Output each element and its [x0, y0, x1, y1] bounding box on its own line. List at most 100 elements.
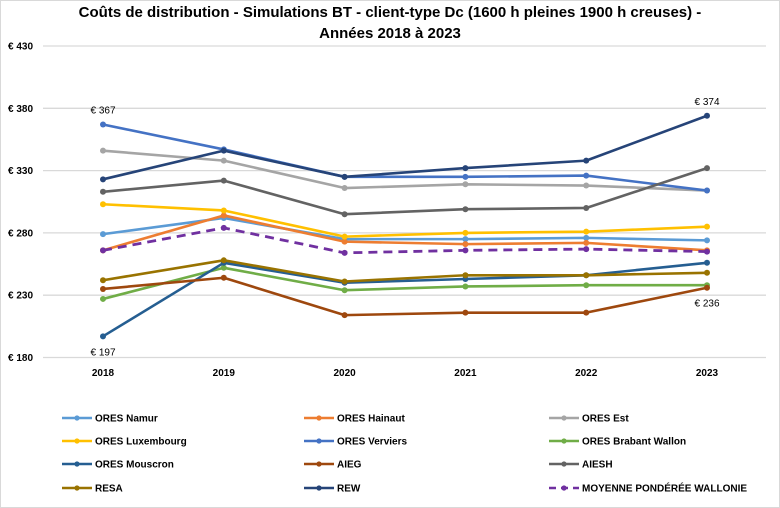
data-point [583, 309, 590, 316]
legend-label: ORES Brabant Wallon [582, 437, 686, 448]
series-line [102, 149, 708, 192]
legend-label: ORES Mouscron [95, 460, 174, 471]
data-point [704, 248, 710, 255]
data-point [704, 165, 710, 172]
data-point [220, 274, 227, 281]
legend-marker [74, 438, 80, 444]
x-tick-label: 2019 [213, 368, 236, 379]
data-point [583, 172, 590, 179]
legend-item: ORES Mouscron [62, 460, 174, 471]
series-ores-mouscron [100, 259, 710, 340]
legend-label: RESA [95, 484, 123, 495]
data-point [462, 236, 469, 243]
data-point [583, 246, 590, 253]
legend-label: ORES Hainaut [337, 414, 405, 425]
series-moyenne-pond-r-e-wallonie [100, 224, 710, 256]
data-label: € 367 [90, 105, 115, 116]
legend-label: AIEG [337, 460, 362, 471]
legend-item: ORES Verviers [304, 437, 407, 448]
data-point [100, 147, 106, 154]
data-point [583, 204, 590, 211]
legend-marker [316, 415, 322, 421]
x-tick-label: 2023 [696, 368, 719, 379]
legend-item: ORES Est [549, 414, 629, 425]
data-point [100, 188, 106, 195]
y-tick-label: € 230 [8, 291, 33, 302]
legend: ORES Namur ORES Hainaut ORES Est ORES Luxem… [62, 414, 747, 495]
data-point [583, 282, 590, 289]
data-point [341, 185, 348, 192]
data-point [462, 309, 469, 316]
data-point [100, 231, 106, 238]
data-point [462, 165, 469, 172]
data-point [704, 112, 710, 119]
legend-marker [561, 461, 567, 467]
series-line [102, 123, 708, 192]
data-point [341, 211, 348, 218]
legend-label: MOYENNE PONDÉRÉE WALLONIE [582, 482, 747, 495]
legend-item: ORES Luxembourg [62, 437, 187, 448]
data-point [220, 212, 227, 219]
x-axis: 2018 2019 2020 2021 2022 2023 [92, 368, 719, 379]
data-point [583, 272, 590, 279]
data-point [462, 241, 469, 248]
series-rew [100, 112, 710, 183]
series-line [102, 214, 708, 252]
y-tick-label: € 280 [8, 228, 33, 239]
series-lines [100, 112, 710, 340]
data-point [220, 207, 227, 214]
data-point [220, 224, 227, 231]
series-line [102, 266, 707, 301]
data-point [462, 206, 469, 213]
series-line [102, 261, 708, 338]
x-tick-label: 2021 [454, 368, 477, 379]
data-point [100, 285, 106, 292]
data-point [462, 181, 469, 188]
legend-label: ORES Est [582, 414, 629, 425]
data-point [462, 283, 469, 290]
legend-item: REW [304, 484, 361, 495]
data-point [341, 312, 348, 319]
legend-label: ORES Luxembourg [95, 437, 187, 448]
data-label: € 374 [694, 97, 719, 108]
data-point [220, 177, 227, 184]
data-point [341, 287, 348, 294]
data-point [583, 228, 590, 235]
legend-marker [561, 485, 567, 491]
data-point [704, 187, 710, 194]
data-point [341, 278, 348, 285]
series-line [102, 202, 708, 238]
series-line [102, 166, 708, 216]
data-point [704, 237, 710, 244]
y-tick-label: € 380 [8, 104, 33, 115]
data-point [704, 223, 710, 230]
series-line [102, 226, 708, 255]
data-point [100, 295, 106, 302]
data-point [100, 247, 106, 254]
data-point [220, 264, 227, 271]
legend-marker [74, 415, 80, 421]
chart-title-line1: Coûts de distribution - Simulations BT -… [78, 4, 702, 21]
series-resa [100, 257, 710, 285]
legend-item: MOYENNE PONDÉRÉE WALLONIE [549, 482, 747, 495]
x-tick-label: 2020 [333, 368, 356, 379]
data-point [100, 333, 106, 340]
series-aieg [100, 274, 710, 319]
data-point [462, 229, 469, 236]
legend-item: ORES Brabant Wallon [549, 437, 686, 448]
y-axis: € 180 € 230 € 280 € 330 € 380 € 430 [8, 42, 33, 365]
y-tick-label: € 180 [8, 353, 33, 364]
legend-label: REW [337, 484, 361, 495]
data-point [704, 259, 710, 266]
data-point [583, 239, 590, 246]
legend-item: ORES Namur [62, 414, 158, 425]
series-aiesh [100, 165, 710, 218]
data-point [220, 257, 227, 264]
chart-title: Coûts de distribution - Simulations BT -… [0, 2, 780, 44]
legend-item: ORES Hainaut [304, 414, 405, 425]
data-point [341, 238, 348, 245]
data-point [100, 201, 106, 208]
data-point [583, 182, 590, 189]
data-point [704, 284, 710, 291]
